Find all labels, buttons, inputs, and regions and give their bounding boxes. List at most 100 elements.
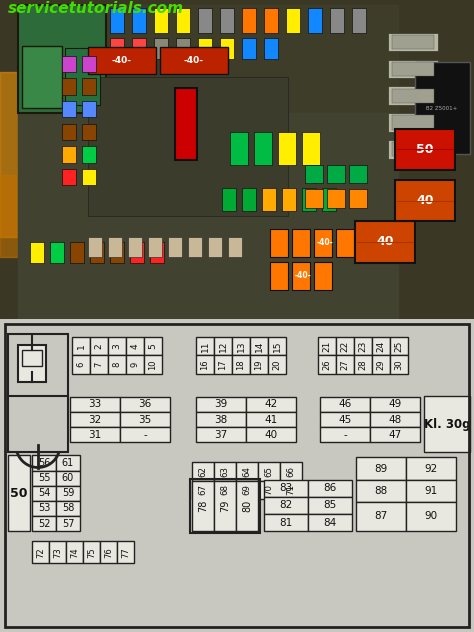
Text: 18: 18 [237,359,246,370]
Bar [370,397,420,412]
Bar [214,463,236,480]
Text: -40-: -40- [295,271,311,281]
Text: 27: 27 [340,359,349,370]
Text: 19: 19 [255,360,264,370]
Text: 20: 20 [273,360,282,370]
Bar [196,337,214,355]
Text: -: - [143,430,147,440]
Text: 33: 33 [88,399,101,410]
Bar [356,502,406,531]
Text: 84: 84 [323,518,337,528]
Bar [355,221,415,262]
Text: 5: 5 [148,344,157,349]
Bar [150,242,164,262]
Text: 63: 63 [220,466,229,477]
Text: 91: 91 [424,486,438,495]
Text: 29: 29 [376,360,385,370]
Text: 22: 22 [340,341,349,352]
Text: servicetutorials.com: servicetutorials.com [8,1,184,16]
Bar [305,190,323,208]
Text: 21: 21 [322,341,331,352]
Bar [280,463,302,480]
Text: 87: 87 [374,511,388,521]
Text: 32: 32 [88,415,101,425]
Text: 16: 16 [201,359,210,370]
Bar [268,355,286,374]
Text: 28: 28 [358,359,367,370]
Text: 88: 88 [374,486,388,495]
Bar [392,62,434,76]
Text: 23: 23 [358,341,367,352]
Text: 76: 76 [104,547,113,557]
Bar [390,337,408,355]
Bar [236,480,258,499]
Bar [302,188,316,211]
Bar [56,501,80,516]
Bar [352,8,366,33]
Bar [327,190,345,208]
Bar [246,397,296,412]
Bar [250,355,268,374]
Bar [82,123,96,140]
Text: 82: 82 [279,501,292,511]
Bar [0,175,18,257]
Bar [392,142,434,157]
Bar [88,77,288,216]
Bar [108,355,126,374]
Bar [90,355,108,374]
Text: 31: 31 [88,430,101,440]
Bar [354,337,372,355]
Text: 36: 36 [138,399,152,410]
Bar [190,478,260,533]
Bar [349,165,367,183]
Bar [192,463,214,480]
Bar [130,242,144,262]
Bar [320,412,370,427]
Text: 61: 61 [62,458,74,468]
Bar [336,355,354,374]
Bar [318,337,336,355]
Bar [56,516,80,531]
Bar [144,355,162,374]
Bar [395,129,455,170]
Bar [406,502,456,531]
Bar [32,471,56,485]
Bar [120,427,170,442]
Bar [70,412,120,427]
Bar [168,237,182,257]
Bar [292,229,310,257]
Bar [388,59,438,78]
Bar [100,541,117,563]
Bar [336,229,354,257]
Text: 64: 64 [243,466,252,477]
Bar [230,132,248,165]
Bar [220,8,234,33]
Bar [196,397,246,412]
Bar [286,8,300,33]
Text: -40-: -40- [317,238,333,248]
Bar [126,337,144,355]
Bar [242,188,256,211]
Bar [72,337,90,355]
Bar [110,8,124,33]
Text: 46: 46 [338,399,352,410]
Bar [262,188,276,211]
Bar [320,427,370,442]
Bar [308,8,322,33]
Bar [32,541,49,563]
Bar [90,242,104,262]
Bar [70,397,120,412]
Text: 83: 83 [279,483,292,493]
Bar [18,346,46,382]
Text: 86: 86 [323,483,337,493]
Text: 12: 12 [219,341,228,352]
Bar [108,337,126,355]
Text: 85: 85 [323,501,337,511]
Text: 35: 35 [138,415,152,425]
Bar [175,87,197,160]
Bar [32,456,56,471]
Bar [406,480,456,502]
Bar [254,132,272,165]
Text: B2 Z5001+: B2 Z5001+ [426,106,458,111]
Bar [349,190,367,208]
